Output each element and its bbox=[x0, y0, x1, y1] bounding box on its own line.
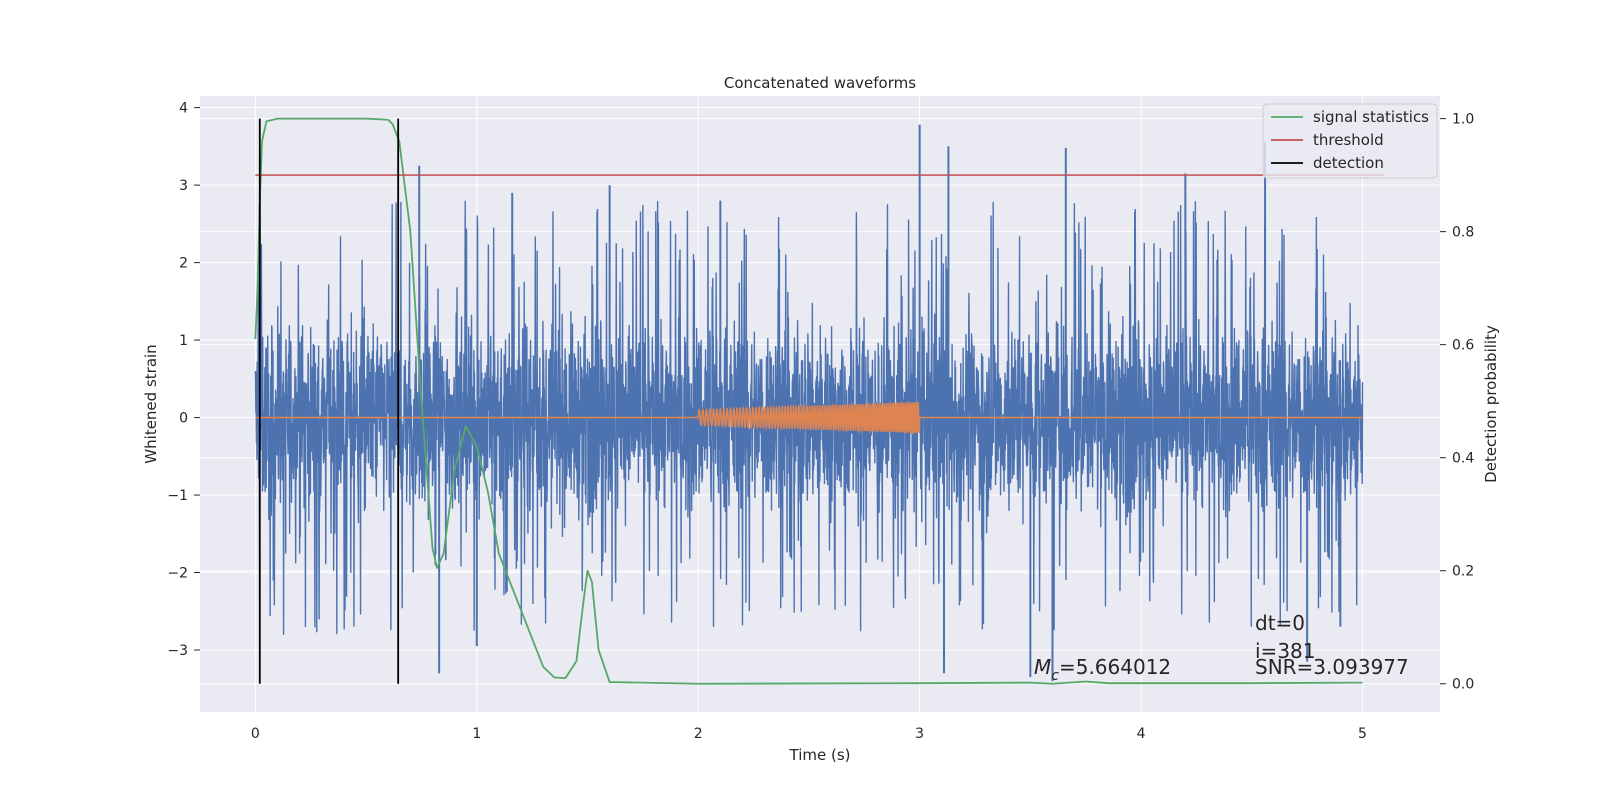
legend-label-detection: detection bbox=[1313, 154, 1384, 172]
annotation-snr: SNR=3.093977 bbox=[1255, 655, 1409, 679]
x-tick-label: 4 bbox=[1137, 726, 1146, 742]
y-tick-label-left: 0 bbox=[179, 411, 188, 427]
legend-box bbox=[1262, 103, 1438, 179]
y-tick-label-right: 0.8 bbox=[1452, 225, 1474, 241]
y-tick-label-right: 0.2 bbox=[1452, 564, 1474, 580]
signal-statistics-line bbox=[254, 117, 1363, 685]
axes: 0 1 2 3 4 5 −3 −2 −1 0 1 2 3 4 0.0 0.2 0.4 0.6 0.8 1.0 bbox=[167, 101, 1474, 742]
annotation-mc: Mc=5.664012 bbox=[1034, 655, 1171, 684]
y-tick-label-right: 0.6 bbox=[1452, 338, 1474, 354]
legend-label-signal-statistics: signal statistics bbox=[1313, 108, 1429, 126]
template-chirp-line bbox=[255, 400, 1363, 436]
data-layer bbox=[254, 117, 1385, 685]
y-tick-label-left: −3 bbox=[167, 643, 188, 659]
annotation-mc-symbol: M bbox=[1034, 655, 1051, 679]
y-tick-label-left: −1 bbox=[167, 488, 188, 504]
chart-title: Concatenated waveforms bbox=[724, 74, 916, 92]
x-axis-label: Time (s) bbox=[789, 746, 851, 764]
y-tick-label-right: 0.0 bbox=[1452, 677, 1474, 693]
y-tick-label-right: 1.0 bbox=[1452, 112, 1474, 128]
x-tick-label: 1 bbox=[472, 726, 481, 742]
y-tick-label-left: −2 bbox=[167, 566, 188, 582]
annotation-mc-subscript: c bbox=[1051, 668, 1059, 684]
annotation-mc-value: =5.664012 bbox=[1059, 655, 1171, 679]
annotation-dt: dt=0 bbox=[1255, 611, 1305, 635]
y-axis-label-right: Detection probability bbox=[1482, 325, 1500, 483]
y-tick-label-left: 2 bbox=[179, 256, 188, 272]
y-tick-label-left: 1 bbox=[179, 333, 188, 349]
legend-label-threshold: threshold bbox=[1313, 131, 1384, 149]
y-axis-label-left: Whitened strain bbox=[142, 344, 160, 463]
x-tick-label: 2 bbox=[694, 726, 703, 742]
annotation-i: i=381 bbox=[1255, 639, 1316, 663]
x-tick-label: 0 bbox=[251, 726, 260, 742]
y-tick-label-left: 4 bbox=[179, 101, 188, 117]
x-tick-label: 5 bbox=[1358, 726, 1367, 742]
x-tick-label: 3 bbox=[915, 726, 924, 742]
annotations: dt=0 i=381 SNR=3.093977 Mc=5.664012 bbox=[1034, 611, 1409, 684]
legend: signal statistics threshold detection bbox=[1262, 103, 1438, 179]
y-tick-label-left: 3 bbox=[179, 178, 188, 194]
y-tick-label-right: 0.4 bbox=[1452, 451, 1474, 467]
